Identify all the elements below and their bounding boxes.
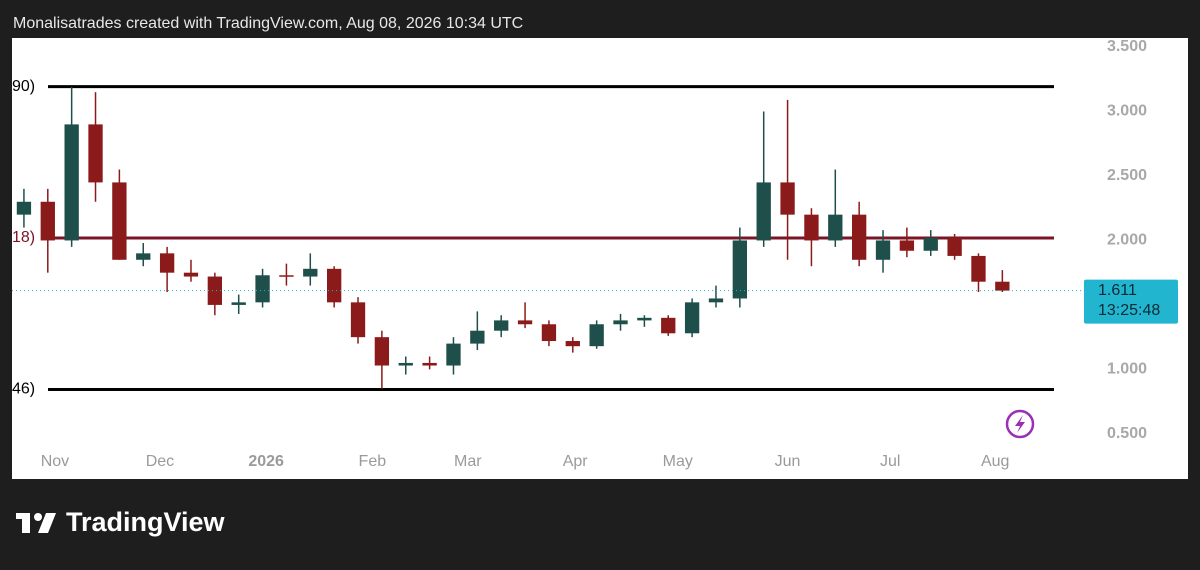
x-tick-label: Apr	[563, 453, 589, 470]
countdown-label: 13:25:48	[1098, 302, 1160, 319]
candle-body	[494, 320, 509, 331]
level-label: 90)	[12, 78, 35, 95]
candle-body	[279, 275, 294, 277]
candle-body	[16, 201, 32, 215]
x-tick-label: Jun	[775, 453, 801, 470]
candle-body	[995, 281, 1010, 291]
candle-body	[207, 276, 222, 305]
candle-body	[971, 255, 986, 282]
x-tick-label: Dec	[146, 453, 174, 470]
candle-body	[852, 214, 867, 260]
candle-body	[923, 237, 938, 251]
candle-body	[398, 362, 413, 366]
y-tick-label: 1.000	[1107, 361, 1147, 378]
candle-body	[899, 240, 915, 251]
x-tick-label: Feb	[359, 453, 387, 470]
level-label: 18)	[12, 229, 35, 246]
candle-body	[183, 272, 199, 277]
y-tick-label: 2.500	[1107, 167, 1147, 184]
candle-body	[756, 182, 771, 241]
candle-body	[613, 320, 628, 325]
candle-body	[422, 362, 437, 366]
candle-body	[780, 182, 795, 215]
candle-body	[541, 324, 557, 342]
y-tick-label: 3.500	[1107, 38, 1147, 55]
candle-body	[661, 317, 676, 334]
candle-body	[517, 320, 533, 325]
x-tick-label: Jul	[880, 453, 900, 470]
chart-panel	[12, 38, 1188, 479]
y-tick-label: 2.000	[1107, 232, 1147, 249]
candle-body	[637, 317, 652, 321]
candle-body	[374, 337, 390, 366]
candle-body	[446, 343, 461, 366]
candle-body	[470, 330, 485, 344]
y-tick-label: 3.000	[1107, 103, 1147, 120]
x-tick-label: May	[663, 453, 693, 470]
candle-body	[40, 201, 55, 241]
lightning-icon	[1005, 409, 1035, 439]
candle-body	[708, 298, 724, 303]
x-tick-label: Aug	[981, 453, 1009, 470]
header-text: Monalisatrades created with TradingView.…	[13, 15, 523, 32]
last-price-label: 1.611	[1098, 282, 1137, 299]
candle-body	[947, 237, 962, 256]
candle-body	[589, 324, 604, 347]
candle-body	[255, 275, 270, 303]
candle-body	[875, 240, 891, 260]
candle-body	[732, 240, 747, 299]
candle-body	[112, 182, 127, 260]
footer-brand: TradingView	[66, 507, 226, 537]
candle-body	[159, 253, 175, 273]
candle-body	[565, 341, 580, 347]
last-price-box	[1084, 279, 1178, 324]
candle-body	[684, 302, 700, 334]
x-tick-label: Mar	[454, 453, 482, 470]
candle-body	[88, 124, 103, 183]
candle-body	[327, 268, 342, 303]
candle-body	[136, 253, 151, 260]
candle-body	[64, 124, 79, 241]
candle-body	[828, 214, 843, 241]
candle-body	[804, 214, 819, 241]
x-tick-label: 2026	[248, 453, 284, 470]
x-tick-label: Nov	[41, 453, 69, 470]
candle-body	[350, 302, 366, 338]
candle-body	[303, 268, 318, 277]
logo-icon	[16, 513, 56, 533]
y-tick-label: 0.500	[1107, 425, 1147, 442]
candle-body	[231, 302, 246, 305]
plot: 0.500 1.000 2.000 2.500 3.000 3.500 Nov Dec 2026…	[12, 38, 1178, 470]
level-label: 46)	[12, 381, 35, 398]
